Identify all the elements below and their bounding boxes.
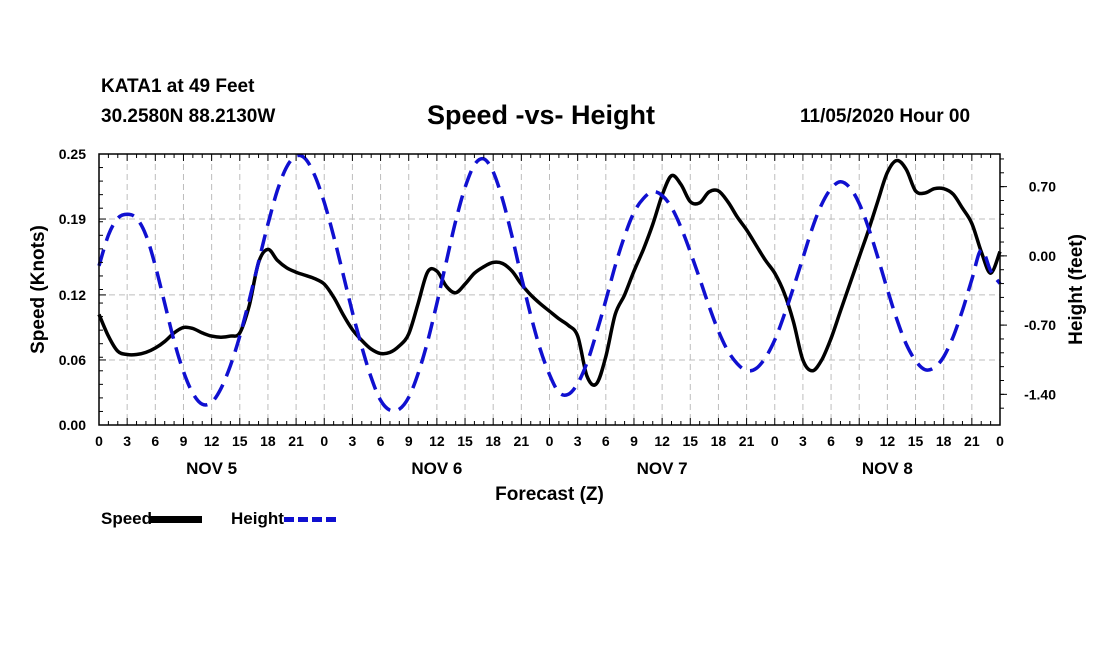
legend-speed: Speed <box>101 509 203 529</box>
y-tick-label: 0.00 <box>59 417 86 433</box>
x-tick-label: 6 <box>827 433 835 449</box>
x-tick-label: 18 <box>936 433 952 449</box>
y2-tick-label: 0.70 <box>1029 179 1056 195</box>
x-tick-label: 3 <box>574 433 582 449</box>
y-tick-label: 0.06 <box>59 352 86 368</box>
day-label: NOV 5 <box>186 459 237 478</box>
x-tick-label: 18 <box>711 433 727 449</box>
coordinates-label: 30.2580N 88.2130W <box>101 106 276 127</box>
station-label: KATA1 at 49 Feet <box>101 76 255 97</box>
day-label: NOV 7 <box>637 459 688 478</box>
legend-speed-label: Speed <box>101 509 153 528</box>
x-tick-label: 3 <box>349 433 357 449</box>
chart-title: Speed -vs- Height <box>427 100 656 130</box>
x-tick-label: 12 <box>880 433 896 449</box>
x-tick-label: 6 <box>602 433 610 449</box>
x-tick-label: 0 <box>95 433 103 449</box>
series-layer <box>97 153 1002 413</box>
x-tick-label: 12 <box>204 433 220 449</box>
y-tick-label: 0.19 <box>59 211 86 227</box>
x-tick-label: 21 <box>964 433 980 449</box>
grid <box>99 154 1000 425</box>
day-label: NOV 8 <box>862 459 913 478</box>
x-tick-label: 15 <box>682 433 698 449</box>
x-axis-title: Forecast (Z) <box>495 484 604 505</box>
speed-series-line <box>97 158 1002 387</box>
x-tick-label: 6 <box>151 433 159 449</box>
x-tick-label: 15 <box>232 433 248 449</box>
y2-tick-label: 0.00 <box>1029 248 1056 264</box>
y2-axis-title: Height (feet) <box>1066 234 1087 345</box>
x-tick-label: 0 <box>996 433 1004 449</box>
x-tick-label: 21 <box>288 433 304 449</box>
x-tick-label: 0 <box>320 433 328 449</box>
x-tick-label: 9 <box>630 433 638 449</box>
y-axis-title: Speed (Knots) <box>28 225 49 354</box>
x-tick-label: 15 <box>908 433 924 449</box>
x-tick-label: 3 <box>123 433 131 449</box>
x-tick-label: 18 <box>260 433 276 449</box>
height-series-line <box>97 153 1002 413</box>
y-tick-label: 0.25 <box>59 146 86 162</box>
legend-height: Height <box>231 509 336 529</box>
timestamp-label: 11/05/2020 Hour 00 <box>800 106 971 127</box>
y-tick-label: 0.12 <box>59 287 86 303</box>
x-tick-label: 21 <box>514 433 530 449</box>
x-tick-label: 6 <box>377 433 385 449</box>
x-tick-label: 18 <box>485 433 501 449</box>
y2-tick-label: -1.40 <box>1024 386 1056 402</box>
x-tick-label: 9 <box>180 433 188 449</box>
day-label: NOV 6 <box>411 459 462 478</box>
x-tick-label: 15 <box>457 433 473 449</box>
x-tick-label: 9 <box>855 433 863 449</box>
legend-speed-swatch <box>150 516 203 524</box>
x-tick-label: 12 <box>429 433 445 449</box>
x-tick-label: 21 <box>739 433 755 449</box>
x-tick-label: 12 <box>654 433 670 449</box>
x-tick-label: 0 <box>546 433 554 449</box>
y2-tick-label: -0.70 <box>1024 317 1056 333</box>
axes: 0 3 6 9 12 15 18 21 0 3 6 9 12 15 18 21 0 3 6 9 12 15 18 21 0 3 6 9… <box>59 146 1056 478</box>
legend-height-label: Height <box>231 509 284 528</box>
x-tick-label: 3 <box>799 433 807 449</box>
x-tick-label: 9 <box>405 433 413 449</box>
x-tick-label: 0 <box>771 433 779 449</box>
legend-height-swatch <box>283 517 336 523</box>
